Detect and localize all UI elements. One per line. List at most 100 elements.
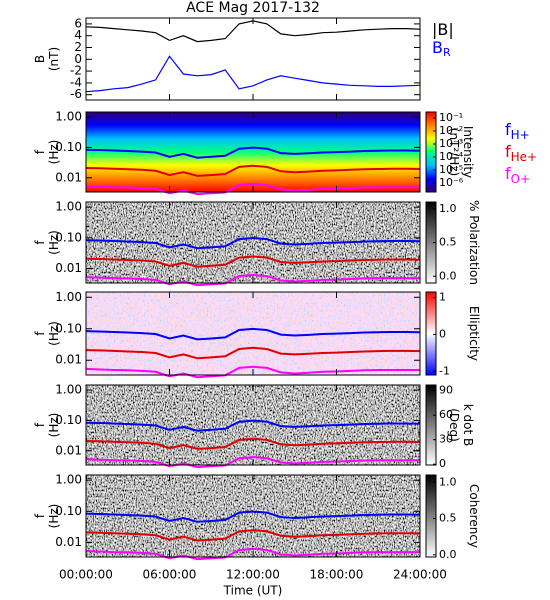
y-axis-label-line: (Hz) bbox=[47, 230, 61, 255]
y-axis-label-line: (Hz) bbox=[47, 321, 61, 346]
gyro-line bbox=[85, 456, 420, 469]
x-tick-label: 12:00:00 bbox=[226, 568, 280, 582]
colorbar-label: Ellipticity bbox=[468, 306, 482, 361]
legend-entry: BR bbox=[432, 38, 451, 60]
colorbar-label-line: k dot B bbox=[462, 404, 476, 446]
colorbar-tick-label: 10⁻³ bbox=[439, 137, 463, 150]
gyro-line bbox=[85, 183, 420, 196]
x-tick-label: 06:00:00 bbox=[143, 568, 197, 582]
colorbar bbox=[425, 291, 437, 376]
data-line bbox=[85, 55, 421, 93]
y-axis-label: f(Hz) bbox=[33, 504, 61, 529]
y-tick-label: 4 bbox=[74, 28, 82, 42]
colorbar-tick-label: 0.5 bbox=[439, 236, 457, 249]
colorbar-label-line: (Deg) bbox=[448, 408, 462, 442]
legend-name: H+ bbox=[511, 128, 530, 142]
legend-entry: fH+ bbox=[505, 120, 530, 142]
y-axis-label: f(Hz) bbox=[33, 140, 61, 165]
gyro-line bbox=[85, 327, 421, 341]
x-axis-label: Time (UT) bbox=[223, 584, 283, 598]
legend-symbol: f bbox=[505, 120, 511, 139]
y-axis-label-line: (Hz) bbox=[47, 140, 61, 165]
y-tick-label: 0.10 bbox=[55, 413, 82, 427]
legend-entry: |B| bbox=[432, 20, 454, 39]
y-tick-label: 0.01 bbox=[55, 535, 82, 549]
colorbar-tick-label: 30 bbox=[439, 433, 453, 446]
colorbar-tick-label: 10⁻² bbox=[439, 124, 463, 137]
y-axis-label-line: f bbox=[33, 331, 47, 336]
gyro-line bbox=[85, 255, 421, 268]
y-tick-label: 0.10 bbox=[55, 230, 82, 244]
y-axis-label-line: (Hz) bbox=[47, 504, 61, 529]
colorbar bbox=[425, 111, 437, 193]
legend-name: He+ bbox=[511, 150, 537, 164]
colorbar-tick-label: 0.0 bbox=[439, 269, 457, 282]
x-tick-label: 24:00:00 bbox=[393, 568, 447, 582]
y-tick-label: 6 bbox=[74, 16, 82, 30]
colorbar-tick-label: 0 bbox=[439, 327, 446, 340]
colorbar-tick-label: 1 bbox=[439, 291, 446, 304]
colorbar-tick-label: 1.0 bbox=[439, 475, 457, 488]
x-tick-label: 18:00:00 bbox=[310, 568, 364, 582]
legend-name: B bbox=[432, 38, 443, 57]
y-axis-label-line: f bbox=[33, 240, 47, 245]
chart-title: ACE Mag 2017-132 bbox=[186, 0, 320, 16]
data-line bbox=[85, 20, 421, 43]
colorbar-tick-label: 1.0 bbox=[439, 202, 457, 215]
y-tick-label: 1.00 bbox=[55, 290, 82, 304]
y-axis-label: f(Hz) bbox=[33, 321, 61, 346]
y-axis-label-line: f bbox=[33, 513, 47, 518]
legend-name: O+ bbox=[511, 172, 531, 186]
y-tick-label: -2 bbox=[70, 64, 82, 78]
y-tick-label: 1.00 bbox=[55, 110, 82, 124]
y-tick-label: 0.10 bbox=[55, 140, 82, 154]
colorbar-tick-label: 60 bbox=[439, 408, 453, 421]
colorbar-label: k dot B(Deg) bbox=[448, 404, 476, 446]
y-axis-label: f(Hz) bbox=[33, 413, 61, 438]
colorbar-label-line: Intensity bbox=[462, 126, 476, 178]
x-tick-label: 00:00:00 bbox=[59, 568, 113, 582]
y-axis-label: B(nT) bbox=[33, 47, 61, 71]
gyro-line bbox=[85, 236, 421, 250]
colorbar bbox=[425, 474, 437, 558]
y-tick-label: 0.01 bbox=[55, 353, 82, 367]
y-tick-label: 0.01 bbox=[55, 443, 82, 457]
gyro-line bbox=[85, 365, 420, 379]
gyro-line bbox=[85, 346, 421, 360]
legend-symbol: f bbox=[505, 142, 511, 161]
colorbar-tick-label: 0.5 bbox=[439, 512, 457, 525]
colorbar-tick-label: -1 bbox=[439, 364, 450, 377]
colorbar-tick-label: 0.0 bbox=[439, 548, 457, 561]
legend-subscript: R bbox=[443, 46, 451, 59]
y-tick-label: -4 bbox=[70, 75, 82, 89]
colorbar-tick-label: 10⁻⁵ bbox=[439, 163, 463, 176]
gyro-line bbox=[85, 529, 421, 542]
colorbar-label: Coherency bbox=[468, 484, 482, 548]
gyro-line bbox=[85, 419, 421, 432]
colorbar-label-line: % Polarization bbox=[468, 200, 482, 285]
colorbar-label: % Polarization bbox=[468, 200, 482, 285]
colorbar-label-line: Ellipticity bbox=[468, 306, 482, 361]
y-tick-label: 1.00 bbox=[55, 473, 82, 487]
y-tick-label: 0 bbox=[74, 52, 82, 66]
colorbar-label-line: (nT²/Hz) bbox=[448, 128, 462, 176]
y-tick-label: 0.01 bbox=[55, 170, 82, 184]
colorbar-label: Intensity(nT²/Hz) bbox=[448, 126, 476, 178]
colorbar-tick-label: 10⁻⁶ bbox=[439, 176, 464, 189]
legend-name: |B| bbox=[432, 20, 454, 39]
colorbar-tick-label: 10⁻¹ bbox=[439, 111, 463, 124]
colorbar-tick-label: 0 bbox=[439, 457, 446, 470]
y-axis-label-line: f bbox=[33, 422, 47, 427]
y-tick-label: 2 bbox=[74, 40, 82, 54]
y-axis-label-line: (Hz) bbox=[47, 413, 61, 438]
y-axis-label: f(Hz) bbox=[33, 230, 61, 255]
y-tick-label: 1.00 bbox=[55, 383, 82, 397]
y-axis-label-line: f bbox=[33, 149, 47, 154]
gyro-line bbox=[85, 510, 421, 523]
legend-symbol: f bbox=[505, 164, 511, 183]
y-axis-label-line: (nT) bbox=[47, 47, 61, 71]
legend-entry: fO+ bbox=[505, 164, 530, 186]
y-tick-label: 0.10 bbox=[55, 321, 82, 335]
colorbar-label-line: Coherency bbox=[468, 484, 482, 548]
